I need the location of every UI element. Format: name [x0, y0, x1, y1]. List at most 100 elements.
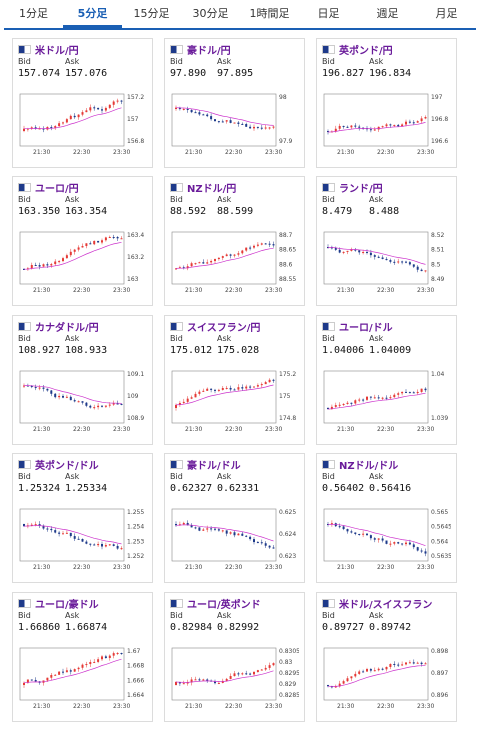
- pair-name[interactable]: ユーロ/円: [35, 184, 79, 195]
- x-tick-label: 22:30: [377, 564, 394, 571]
- pair-name[interactable]: ランド/円: [339, 184, 383, 195]
- candle: [182, 522, 185, 525]
- candle: [330, 686, 333, 688]
- bid-label: Bid: [170, 472, 183, 481]
- bid-value: 108.927: [18, 345, 61, 356]
- pair-name[interactable]: 米ドル/スイスフラン: [339, 600, 433, 611]
- y-tick-label: 1.666: [127, 677, 144, 684]
- pair-card[interactable]: 豪ドル/円 Bid Ask 97.890 97.895 98 97.9 21:30 22:30 2…: [164, 38, 305, 168]
- x-tick-label: 23:30: [265, 287, 282, 294]
- pair-card[interactable]: スイスフラン/円 Bid Ask 175.012 175.028 175.2 175 174.…: [164, 315, 305, 445]
- pair-name[interactable]: 豪ドル/円: [187, 46, 231, 57]
- candle: [256, 126, 259, 128]
- candle: [408, 542, 411, 545]
- candle: [85, 402, 88, 406]
- pair-card[interactable]: ユーロ/円 Bid Ask 163.350 163.354 163.4 163.2 163 21…: [12, 176, 153, 306]
- candle: [206, 528, 209, 530]
- y-tick-label: 0.8295: [279, 670, 299, 677]
- candle: [397, 261, 400, 263]
- candle: [416, 662, 419, 664]
- candlestick-chart: 1.67 1.668 1.666 1.664 21:30 22:30 23:30: [19, 647, 144, 710]
- candle: [62, 533, 64, 535]
- pair-name[interactable]: ユーロ/ドル: [339, 323, 393, 334]
- tab-5[interactable]: 日足: [317, 7, 340, 20]
- pair-name[interactable]: ユーロ/豪ドル: [35, 600, 99, 611]
- candle: [69, 396, 72, 401]
- candle: [112, 237, 115, 238]
- y-tick-label: 197: [431, 94, 443, 101]
- moving-average-line: [327, 122, 426, 133]
- pair-name[interactable]: ユーロ/英ポンド: [187, 600, 261, 611]
- candle: [217, 257, 220, 260]
- pair-card[interactable]: ランド/円 Bid Ask 8.479 8.488 8.52 8.51 8.5 8.49 21:3…: [316, 176, 457, 306]
- tab-7[interactable]: 月足: [435, 7, 458, 20]
- candle: [381, 538, 384, 541]
- ask-label: Ask: [369, 611, 384, 620]
- candle: [354, 249, 357, 251]
- tab-1[interactable]: 5分足: [63, 0, 122, 28]
- pair-card[interactable]: 豪ドル/ドル Bid Ask 0.62327 0.62331 0.625 0.624 0.62…: [164, 453, 305, 583]
- candle: [268, 379, 271, 383]
- pair-card[interactable]: NZドル/ドル Bid Ask 0.56402 0.56416 0.565 0.5645 0.…: [316, 453, 457, 583]
- candle: [362, 251, 365, 253]
- pair-name[interactable]: 豪ドル/ドル: [187, 461, 241, 472]
- candle: [26, 128, 29, 130]
- pair-card[interactable]: 米ドル/円 Bid Ask 157.074 157.076 157.2 157 156.8 21…: [12, 38, 153, 168]
- bid-value: 1.04006: [322, 345, 365, 356]
- candlestick-chart: 0.898 0.897 0.896 21:30 22:30 23:30: [323, 647, 448, 710]
- pair-name[interactable]: 英ポンド/円: [339, 46, 393, 57]
- tab-2[interactable]: 15分足: [133, 7, 170, 20]
- tab-3[interactable]: 30分足: [192, 7, 229, 20]
- candle: [50, 528, 53, 531]
- tab-6[interactable]: 週足: [376, 7, 399, 20]
- pair-card[interactable]: 英ポンド/ドル Bid Ask 1.25324 1.25334 1.255 1.254 1.2…: [12, 453, 153, 583]
- bid-label: Bid: [170, 334, 183, 343]
- candle: [354, 532, 357, 534]
- pair-name[interactable]: スイスフラン/円: [187, 323, 261, 334]
- pair-name[interactable]: 米ドル/円: [35, 46, 79, 57]
- ask-label: Ask: [369, 472, 384, 481]
- pair-name[interactable]: カナダドル/円: [35, 323, 99, 334]
- pair-name[interactable]: NZドル/ドル: [339, 461, 399, 472]
- y-tick-label: 175: [279, 393, 291, 400]
- candle: [116, 100, 119, 102]
- tab-4[interactable]: 1時間足: [249, 7, 290, 20]
- candle: [389, 124, 392, 126]
- bid-value: 157.074: [18, 68, 61, 79]
- y-tick-label: 1.039: [431, 415, 448, 422]
- candle: [38, 524, 41, 526]
- pair-card[interactable]: NZドル/円 Bid Ask 88.592 88.599 88.7 88.65 88.6 88.…: [164, 176, 305, 306]
- pair-card[interactable]: ユーロ/ドル Bid Ask 1.04006 1.04009 1.04 1.039 21:30…: [316, 315, 457, 445]
- pair-name[interactable]: 英ポンド/ドル: [35, 461, 99, 472]
- candle: [101, 109, 103, 111]
- candle: [334, 247, 337, 250]
- bid-value: 1.25324: [18, 483, 61, 494]
- eu-gb-flag-icon: [170, 599, 183, 608]
- x-tick-label: 22:30: [73, 149, 90, 156]
- pair-card[interactable]: 英ポンド/円 Bid Ask 196.827 196.834 197 196.8 196.6 2…: [316, 38, 457, 168]
- pair-card[interactable]: カナダドル/円 Bid Ask 108.927 108.933 109.1 109 108.9…: [12, 315, 153, 445]
- ask-label: Ask: [217, 472, 232, 481]
- tab-0[interactable]: 1分足: [19, 7, 48, 20]
- pair-card[interactable]: ユーロ/豪ドル Bid Ask 1.66860 1.66874 1.67 1.668 1.66…: [12, 592, 153, 722]
- candle: [350, 676, 353, 679]
- candle: [249, 536, 252, 540]
- au-us-flag-icon: [170, 460, 183, 469]
- candle: [264, 243, 267, 245]
- pair-name[interactable]: NZドル/円: [187, 184, 237, 195]
- candle: [416, 391, 419, 394]
- y-tick-label: 1.252: [127, 553, 144, 560]
- x-tick-label: 23:30: [265, 703, 282, 710]
- bid-label: Bid: [322, 195, 335, 204]
- pair-card[interactable]: ユーロ/英ポンド Bid Ask 0.82984 0.82992 0.8305 0.83 0.…: [164, 592, 305, 722]
- candle: [362, 399, 365, 401]
- candle: [34, 127, 37, 129]
- candle: [377, 538, 380, 540]
- ask-label: Ask: [65, 57, 80, 66]
- candle: [408, 121, 411, 123]
- y-tick-label: 0.625: [279, 509, 296, 516]
- pair-card[interactable]: 米ドル/スイスフラン Bid Ask 0.89727 0.89742 0.898 0.897…: [316, 592, 457, 722]
- candle: [229, 532, 232, 534]
- candle: [38, 128, 41, 130]
- candle: [334, 686, 337, 688]
